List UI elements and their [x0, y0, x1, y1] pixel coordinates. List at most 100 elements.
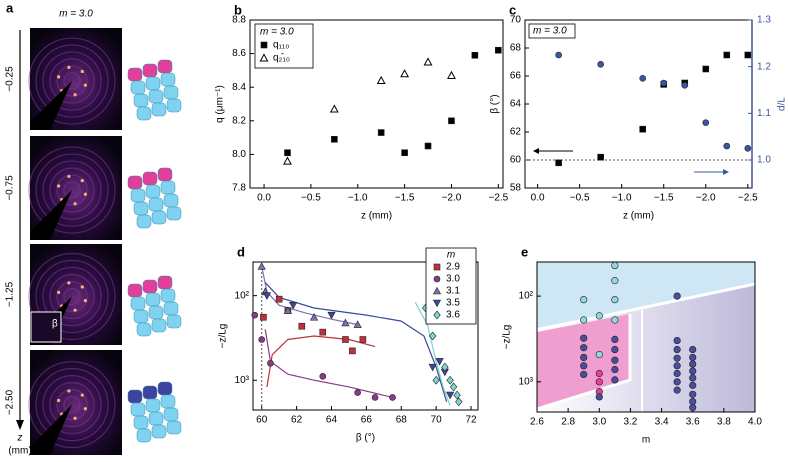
y-tick-label: 8.0 [232, 149, 246, 160]
point [447, 70, 456, 79]
point [673, 369, 681, 378]
cube [160, 288, 176, 303]
cube [136, 428, 152, 443]
point [433, 263, 441, 271]
arrow-head [533, 148, 539, 154]
point [689, 360, 697, 368]
diffraction-ring [49, 382, 95, 428]
point [597, 61, 604, 68]
point [580, 316, 588, 324]
cube [151, 424, 167, 439]
point [445, 391, 455, 400]
point [275, 295, 283, 303]
y2-tick-label: 1.2 [757, 61, 771, 72]
point [260, 41, 268, 49]
point [289, 301, 298, 310]
cube [130, 80, 146, 95]
point [298, 322, 306, 330]
point [327, 311, 336, 320]
beam-stop [30, 81, 72, 130]
point [309, 313, 319, 321]
y2-axis-label: d/L [777, 97, 788, 111]
cube [166, 314, 182, 329]
point [611, 277, 619, 285]
diffraction-ring [28, 252, 116, 341]
point [260, 313, 267, 321]
cube [127, 67, 143, 82]
cube [142, 279, 158, 294]
point [329, 104, 339, 113]
y-tick-label: 8.4 [232, 82, 246, 93]
panel-title: m = 3.0 [59, 9, 93, 20]
cube [145, 76, 161, 91]
bragg-spot [73, 416, 77, 420]
point [455, 397, 463, 407]
x-axis-label: m [642, 435, 650, 446]
region-boundary [537, 282, 755, 332]
panel-label: a [6, 0, 14, 15]
annotation-box [528, 23, 576, 39]
point [611, 316, 619, 324]
y-tick-label: 10³ [519, 376, 534, 387]
cube [157, 275, 173, 290]
x-tick-label: −0.5 [301, 193, 321, 204]
point [744, 51, 752, 59]
point [448, 117, 455, 125]
diffraction-ring [35, 44, 109, 118]
point [595, 393, 603, 401]
diffraction-ring [35, 368, 109, 442]
y-tick-label: 7.8 [232, 183, 246, 194]
x-tick-label: −1.5 [395, 193, 415, 204]
cube [148, 89, 164, 104]
axis-label: z [17, 433, 23, 444]
x-tick-label: 3.0 [592, 417, 606, 428]
cube [145, 184, 161, 199]
x-tick-label: −0.5 [570, 193, 590, 204]
point [441, 362, 449, 372]
point [673, 354, 681, 362]
x-tick-label: −2.5 [738, 193, 758, 204]
diffraction-ring [56, 280, 88, 313]
point [580, 370, 588, 379]
cube [130, 188, 146, 203]
point [446, 375, 454, 385]
diffraction-ring [28, 37, 116, 125]
x-axis-label: z (mm) [623, 211, 654, 222]
y-axis-label: −z/Lg [218, 324, 229, 349]
point [611, 345, 619, 354]
cube [157, 59, 173, 74]
x-tick-label: 2.8 [561, 417, 575, 428]
x-tick-label: 68 [396, 415, 408, 426]
diffraction-ring [63, 396, 81, 414]
point [555, 159, 562, 167]
point [401, 149, 408, 157]
cube [157, 167, 173, 182]
cube [130, 296, 146, 311]
point [673, 292, 681, 300]
cube [166, 98, 182, 113]
cube [136, 322, 152, 337]
row-label: −1.25 [5, 281, 16, 307]
point [689, 397, 697, 406]
x-tick-label: 70 [431, 415, 443, 426]
point [597, 153, 604, 161]
point [689, 381, 697, 389]
cube [142, 63, 158, 78]
panel-label: c [509, 2, 516, 17]
panel-label: d [237, 244, 245, 259]
point [681, 82, 689, 89]
y-tick-label: 60 [510, 155, 522, 166]
x-tick-label: −1.0 [612, 193, 632, 204]
cube [163, 407, 179, 422]
cube [160, 72, 176, 87]
point [639, 75, 647, 82]
diffraction-ring [49, 273, 95, 320]
point [389, 394, 396, 401]
point [433, 275, 441, 283]
beam-stop [30, 190, 72, 240]
cube [127, 283, 143, 298]
diffraction-ring [56, 65, 88, 97]
x-tick-label: 66 [361, 415, 373, 426]
point [689, 353, 697, 362]
fit-line [264, 282, 448, 402]
